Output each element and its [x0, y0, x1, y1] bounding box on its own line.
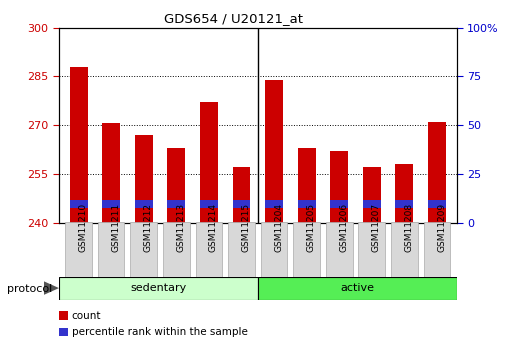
- Bar: [135, 200, 153, 208]
- Bar: [265, 80, 283, 223]
- Text: GSM11204: GSM11204: [274, 203, 283, 252]
- Bar: [232, 200, 250, 208]
- Bar: [70, 67, 88, 223]
- Text: sedentary: sedentary: [130, 284, 187, 293]
- Text: active: active: [340, 284, 374, 293]
- FancyBboxPatch shape: [59, 277, 258, 300]
- Text: GSM11205: GSM11205: [307, 203, 315, 252]
- FancyBboxPatch shape: [391, 222, 418, 277]
- Bar: [102, 124, 120, 223]
- Polygon shape: [44, 281, 59, 295]
- Text: GSM11209: GSM11209: [437, 203, 446, 252]
- Text: GSM11211: GSM11211: [111, 203, 120, 252]
- Text: GSM11210: GSM11210: [78, 203, 88, 252]
- Bar: [396, 164, 413, 223]
- Bar: [265, 200, 283, 208]
- Bar: [330, 200, 348, 208]
- Text: GSM11208: GSM11208: [404, 203, 413, 252]
- Bar: [102, 200, 120, 208]
- Text: GSM11207: GSM11207: [372, 203, 381, 252]
- Bar: [396, 200, 413, 208]
- Bar: [363, 200, 381, 208]
- Bar: [428, 200, 446, 208]
- Text: count: count: [72, 311, 102, 321]
- FancyBboxPatch shape: [258, 277, 457, 300]
- FancyBboxPatch shape: [228, 222, 255, 277]
- FancyBboxPatch shape: [359, 222, 385, 277]
- Bar: [167, 148, 185, 223]
- Bar: [363, 167, 381, 223]
- Bar: [135, 135, 153, 223]
- Bar: [167, 200, 185, 208]
- Text: GSM11214: GSM11214: [209, 203, 218, 252]
- Bar: [298, 148, 315, 223]
- Bar: [428, 122, 446, 223]
- FancyBboxPatch shape: [326, 222, 352, 277]
- FancyBboxPatch shape: [65, 222, 92, 277]
- Text: GSM11212: GSM11212: [144, 203, 153, 252]
- Text: GSM11206: GSM11206: [339, 203, 348, 252]
- Text: GSM11213: GSM11213: [176, 203, 185, 252]
- Bar: [200, 200, 218, 208]
- FancyBboxPatch shape: [163, 222, 190, 277]
- Bar: [200, 102, 218, 223]
- FancyBboxPatch shape: [261, 222, 287, 277]
- Bar: [298, 200, 315, 208]
- FancyBboxPatch shape: [195, 222, 222, 277]
- Text: GSM11215: GSM11215: [242, 203, 250, 252]
- FancyBboxPatch shape: [130, 222, 157, 277]
- Bar: [70, 200, 88, 208]
- FancyBboxPatch shape: [424, 222, 450, 277]
- FancyBboxPatch shape: [293, 222, 320, 277]
- Text: protocol: protocol: [7, 284, 52, 294]
- FancyBboxPatch shape: [98, 222, 125, 277]
- Bar: [232, 167, 250, 223]
- Bar: [330, 151, 348, 223]
- Text: GDS654 / U20121_at: GDS654 / U20121_at: [164, 12, 303, 25]
- Text: percentile rank within the sample: percentile rank within the sample: [72, 327, 248, 337]
